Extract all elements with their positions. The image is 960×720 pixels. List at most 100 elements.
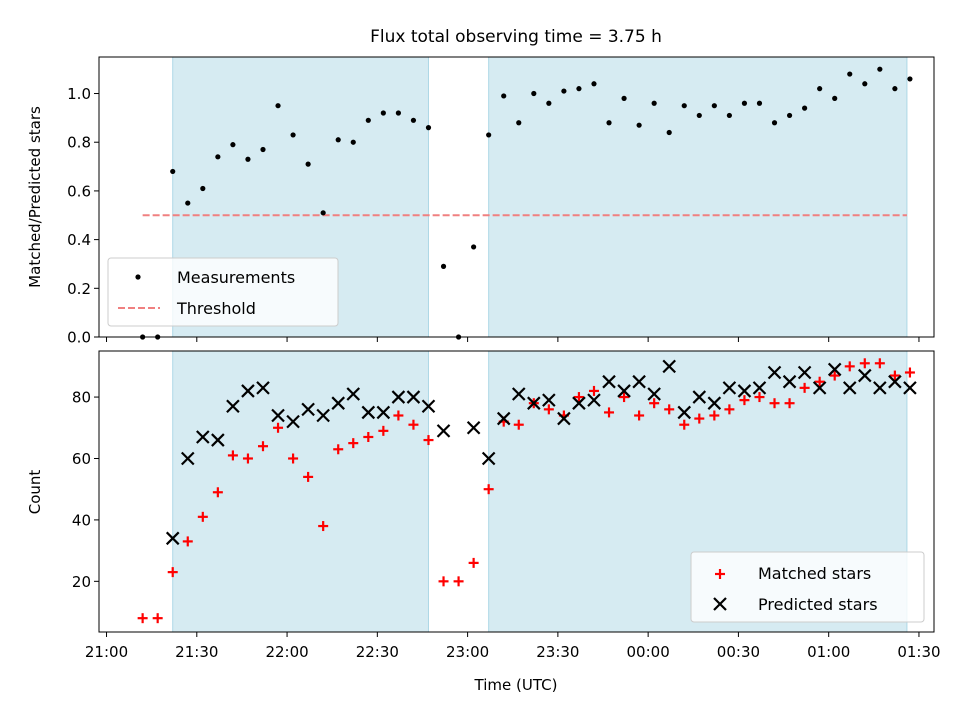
measurement-point	[365, 117, 371, 123]
x-tick-label: 22:00	[265, 643, 308, 661]
marker-stroke	[858, 368, 872, 383]
top-legend: Measurements Threshold	[107, 257, 339, 327]
x-tick-label: 21:30	[175, 643, 218, 661]
shaded-region-1	[488, 57, 907, 337]
matched-star-point	[784, 398, 795, 409]
marker-stroke	[271, 408, 285, 423]
top-legend-box	[107, 257, 339, 327]
x-tick-label: 21:00	[85, 643, 128, 661]
matched-star-point	[348, 438, 359, 449]
measurement-point	[350, 139, 356, 145]
measurement-point	[771, 120, 778, 126]
measurement-point	[711, 103, 717, 109]
marker-stroke	[316, 408, 330, 423]
marker-stroke	[301, 402, 315, 417]
predicted-star-point	[647, 387, 661, 401]
marker-stroke	[737, 384, 752, 398]
predicted-star-point	[737, 384, 752, 398]
measurement-point	[245, 156, 251, 162]
marker-stroke	[812, 381, 827, 395]
x-tick-label: 22:30	[356, 643, 399, 661]
measurement-point	[410, 117, 417, 123]
matched-star-point	[363, 431, 374, 442]
measurement-point	[636, 122, 642, 128]
predicted-stars-series	[165, 359, 917, 546]
measurement-point	[606, 120, 612, 126]
y-tick-label: 80	[72, 389, 91, 407]
measurement-point	[215, 154, 221, 160]
matched-star-point	[814, 376, 825, 387]
y-tick-label: 0.2	[67, 280, 91, 298]
x-axis-label: Time (UTC)	[474, 676, 558, 694]
predicted-star-point	[692, 390, 707, 404]
measurement-point	[696, 112, 702, 119]
y-tick-label: 40	[72, 511, 91, 529]
x-tick-label: 23:30	[536, 643, 579, 661]
marker-stroke	[511, 387, 526, 401]
matched-star-point	[408, 419, 419, 430]
marker-stroke	[346, 387, 361, 401]
measurement-point	[440, 263, 447, 269]
predicted-star-point	[587, 393, 601, 407]
marker-stroke	[842, 381, 857, 395]
matched-star-point	[754, 392, 765, 403]
matched-star-point	[889, 370, 900, 381]
matched-star-point	[288, 453, 299, 464]
measurement-point	[832, 95, 838, 101]
marker-stroke	[406, 390, 421, 404]
marker-stroke	[752, 381, 767, 395]
predicted-star-point	[572, 396, 586, 410]
matched-star-point	[604, 407, 615, 418]
marker-stroke	[496, 411, 511, 426]
bottom-y-axis-label: Count	[26, 470, 44, 515]
measurement-point	[817, 86, 823, 92]
predicted-star-point	[180, 451, 195, 466]
predicted-star-point	[842, 381, 857, 395]
predicted-star-point	[677, 405, 692, 420]
measurement-point	[305, 161, 311, 167]
matched-star-point	[724, 404, 735, 415]
matched-star-point	[829, 370, 840, 381]
measurement-point	[546, 100, 552, 106]
marker-stroke	[466, 420, 481, 435]
predicted-star-point	[211, 433, 225, 447]
matched-star-point	[423, 435, 434, 446]
matched-star-point	[483, 484, 494, 495]
matched-star-point	[182, 536, 193, 547]
marker-stroke	[421, 399, 436, 414]
marker-stroke	[527, 396, 541, 410]
matched-star-point	[333, 444, 344, 455]
matched-star-point	[694, 413, 705, 424]
predicted-star-point	[632, 374, 646, 389]
marker-stroke	[572, 396, 586, 410]
measurement-point	[802, 105, 808, 111]
marker-stroke	[647, 387, 661, 401]
measurement-point	[516, 120, 522, 126]
predicted-star-point	[361, 405, 376, 420]
matched-star-point	[197, 511, 208, 522]
matched-star-point	[874, 358, 885, 369]
matched-star-point	[709, 410, 720, 421]
y-tick-label: 20	[72, 573, 91, 591]
measurement-point	[486, 132, 492, 138]
matched-star-point	[167, 567, 178, 578]
measurement-point	[185, 200, 191, 206]
matched-star-point	[634, 410, 645, 421]
predicted-star-point	[542, 393, 556, 407]
matched-star-point	[227, 450, 238, 461]
marker-stroke	[196, 430, 210, 444]
measurement-point	[275, 103, 281, 109]
x-tick-label: 00:00	[627, 643, 670, 661]
marker-stroke	[241, 384, 255, 398]
x-tick-label: 23:00	[446, 643, 489, 661]
predicted-star-point	[436, 424, 451, 438]
x-tick-label: 00:30	[717, 643, 760, 661]
matched-star-point	[588, 385, 599, 396]
top-x-ticks	[106, 337, 920, 342]
predicted-star-point	[316, 408, 330, 423]
measurement-point	[666, 129, 672, 136]
predicted-star-point	[256, 381, 270, 395]
bottom-y-axis: 20 40 60 80	[72, 389, 99, 591]
measurement-point	[170, 168, 176, 175]
